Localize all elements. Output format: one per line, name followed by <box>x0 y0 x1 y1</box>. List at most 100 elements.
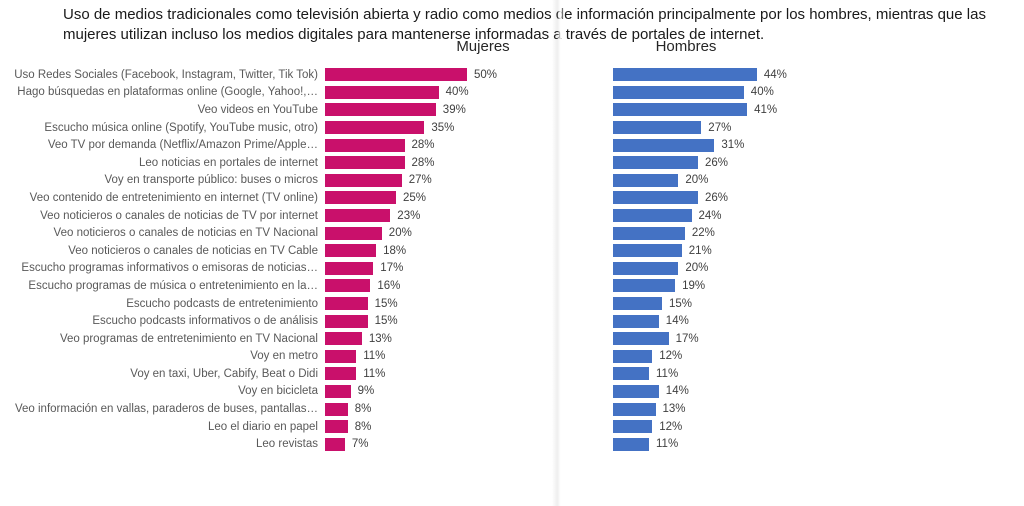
hombres-value-label: 11% <box>656 367 679 380</box>
mujeres-cell: 18% <box>325 242 613 260</box>
hombres-cell: 17% <box>613 330 1024 348</box>
hombres-bar <box>613 367 649 381</box>
mujeres-value-label: 25% <box>403 191 427 204</box>
hombres-bar <box>613 420 653 434</box>
chart-row: Voy en metro 11% 12% <box>0 348 1024 366</box>
hombres-value-label: 26% <box>705 191 729 204</box>
chart-row: Hago búsquedas en plataformas online (Go… <box>0 84 1024 102</box>
mujeres-cell: 15% <box>325 312 613 330</box>
mujeres-value-label: 16% <box>377 279 401 292</box>
mujeres-cell: 8% <box>325 418 613 436</box>
chart-row: Escucho música online (Spotify, YouTube … <box>0 119 1024 137</box>
panel-header-mujeres: Mujeres <box>456 38 510 55</box>
mujeres-value-label: 7% <box>351 438 369 451</box>
hombres-bar <box>613 103 748 117</box>
chart-title: Uso de medios tradicionales como televis… <box>63 6 986 43</box>
hombres-value-label: 26% <box>705 156 729 169</box>
hombres-value-label: 41% <box>754 103 778 116</box>
category-label: Leo noticias en portales de internet <box>138 156 318 169</box>
mujeres-value-label: 13% <box>368 332 392 345</box>
chart-row: Veo noticieros o canales de noticias en … <box>0 242 1024 260</box>
mujeres-value-label: 8% <box>354 403 372 416</box>
hombres-value-label: 20% <box>685 262 709 275</box>
chart-row: Voy en bicicleta 9% 14% <box>0 383 1024 401</box>
chart-row: Voy en transporte público: buses o micro… <box>0 172 1024 190</box>
hombres-bar <box>613 173 679 187</box>
mujeres-bar <box>325 332 362 346</box>
mujeres-value-label: 50% <box>474 68 498 81</box>
category-label: Voy en transporte público: buses o micro… <box>104 174 318 187</box>
chart-row: Leo revistas 7% 11% <box>0 435 1024 453</box>
mujeres-cell: 7% <box>325 435 613 453</box>
hombres-value-label: 21% <box>688 244 712 257</box>
hombres-value-label: 11% <box>656 438 679 451</box>
hombres-bar <box>613 332 669 346</box>
hombres-bar <box>613 226 685 240</box>
hombres-cell: 14% <box>613 383 1024 401</box>
mujeres-cell: 35% <box>325 119 613 137</box>
mujeres-cell: 27% <box>325 172 613 190</box>
chart-row: Veo videos en YouTube 39% 41% <box>0 101 1024 119</box>
hombres-cell: 20% <box>613 260 1024 278</box>
category-label: Veo contenido de entretenimiento en inte… <box>29 191 318 204</box>
hombres-cell: 19% <box>613 277 1024 295</box>
mujeres-cell: 28% <box>325 154 613 172</box>
hombres-cell: 13% <box>613 400 1024 418</box>
chart-row: Veo noticieros o canales de noticias de … <box>0 207 1024 225</box>
mujeres-value-label: 20% <box>388 227 412 240</box>
hombres-bar <box>613 261 679 275</box>
mujeres-value-label: 28% <box>411 156 435 169</box>
mujeres-value-label: 11% <box>363 350 386 363</box>
mujeres-cell: 25% <box>325 189 613 207</box>
hombres-value-label: 14% <box>665 385 689 398</box>
hombres-cell: 26% <box>613 154 1024 172</box>
hombres-bar <box>613 191 698 205</box>
hombres-cell: 22% <box>613 224 1024 242</box>
hombres-cell: 20% <box>613 172 1024 190</box>
mujeres-value-label: 11% <box>363 367 386 380</box>
mujeres-cell: 16% <box>325 277 613 295</box>
mujeres-cell: 13% <box>325 330 613 348</box>
hombres-bar <box>613 85 744 99</box>
mujeres-bar <box>325 226 382 240</box>
hombres-bar <box>613 121 702 135</box>
mujeres-bar <box>325 314 368 328</box>
hombres-value-label: 12% <box>659 350 683 363</box>
mujeres-value-label: 40% <box>445 86 469 99</box>
mujeres-value-label: 17% <box>380 262 404 275</box>
mujeres-value-label: 23% <box>397 209 421 222</box>
hombres-value-label: 27% <box>708 121 732 134</box>
hombres-cell: 44% <box>613 66 1024 84</box>
category-label: Voy en taxi, Uber, Cabify, Beat o Didi <box>130 367 318 380</box>
mujeres-bar <box>325 156 405 170</box>
hombres-cell: 15% <box>613 295 1024 313</box>
mujeres-cell: 20% <box>325 224 613 242</box>
chart-row: Leo noticias en portales de internet 28% 2… <box>0 154 1024 172</box>
category-label: Voy en bicicleta <box>238 385 318 398</box>
hombres-bar <box>613 384 659 398</box>
category-label: Uso Redes Sociales (Facebook, Instagram,… <box>14 68 318 81</box>
mujeres-cell: 40% <box>325 84 613 102</box>
hombres-bar <box>613 156 698 170</box>
hombres-cell: 12% <box>613 418 1024 436</box>
hombres-value-label: 15% <box>669 297 693 310</box>
mujeres-bar <box>325 138 405 152</box>
category-label: Hago búsquedas en plataformas online (Go… <box>17 86 318 99</box>
hombres-value-label: 19% <box>682 279 706 292</box>
category-label: Veo programas de entretenimiento en TV N… <box>59 332 318 345</box>
category-label: Escucho podcasts de entretenimiento <box>126 297 318 310</box>
mujeres-bar <box>325 384 351 398</box>
mujeres-value-label: 9% <box>357 385 375 398</box>
mujeres-cell: 11% <box>325 365 613 383</box>
mujeres-bar <box>325 191 396 205</box>
mujeres-bar <box>325 209 391 223</box>
mujeres-value-label: 35% <box>431 121 455 134</box>
hombres-bar <box>613 402 656 416</box>
mujeres-bar <box>325 103 436 117</box>
chart-row: Escucho programas de música o entretenim… <box>0 277 1024 295</box>
chart-row: Veo contenido de entretenimiento en inte… <box>0 189 1024 207</box>
mujeres-value-label: 18% <box>383 244 407 257</box>
hombres-bar <box>613 138 715 152</box>
mujeres-cell: 39% <box>325 101 613 119</box>
hombres-bar <box>613 68 757 82</box>
